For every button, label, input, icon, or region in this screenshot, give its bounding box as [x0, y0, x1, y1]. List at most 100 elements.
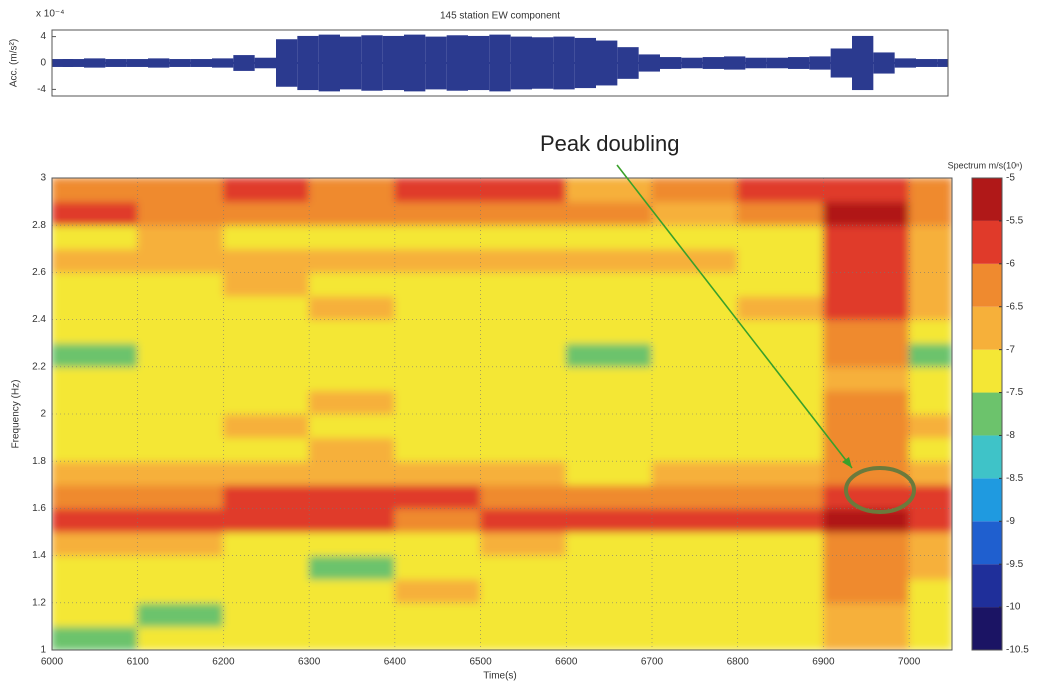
x-axis-label: Time(s) [483, 671, 517, 682]
contour-cell [565, 460, 653, 486]
contour-cell [394, 437, 482, 462]
contour-cell [394, 555, 482, 580]
contour-cell [308, 201, 396, 226]
waveform-panel: 145 station EW component x 10⁻⁴ Acc. (m/… [9, 9, 561, 88]
contour-cell [52, 178, 139, 203]
contour-cell [565, 178, 653, 203]
x-tick-label: 6200 [212, 657, 235, 668]
y-axis-label: Acc. (m/s²) [9, 39, 20, 87]
contour-cell [394, 625, 482, 650]
contour-cell [822, 271, 910, 297]
contour-cell [394, 224, 482, 250]
colorbar-tick-label: -6 [1006, 258, 1015, 269]
colorbar-segment [972, 263, 1002, 307]
contour-cell [137, 389, 224, 415]
contour-cell [737, 437, 824, 462]
contour-cell [651, 484, 739, 509]
contour-cell [480, 437, 567, 462]
colorbar-tick-label: -5 [1006, 173, 1015, 184]
contour-cell [308, 578, 396, 604]
contour-cell [222, 625, 310, 650]
contour-cell [480, 555, 567, 580]
contour-cell [394, 178, 482, 203]
contour-cell [52, 484, 139, 509]
contour-cell [565, 531, 653, 557]
contour-cell [651, 295, 739, 321]
contour-cell [52, 224, 139, 250]
contour-cell [52, 271, 139, 297]
contour-cell [565, 602, 653, 627]
y-tick-label: -4 [37, 84, 46, 95]
contour-cell [651, 248, 739, 273]
contour-cell [908, 437, 952, 462]
contour-cell [52, 366, 139, 391]
colorbar-title: Spectrum m/s(10ⁿ) [948, 160, 1023, 170]
contour-cell [308, 625, 396, 650]
contour-cell [651, 413, 739, 439]
contour-cell [480, 578, 567, 604]
contour-cell [137, 319, 224, 344]
contour-cell [737, 555, 824, 580]
contour-cell [480, 413, 567, 439]
colorbar-tick-label: -8.5 [1006, 473, 1024, 484]
x-tick-label: 6500 [469, 657, 492, 668]
contour-cell [822, 578, 910, 604]
contour-cell [52, 507, 139, 533]
contour-cell [908, 507, 952, 533]
colorbar-tick-label: -10 [1006, 602, 1021, 613]
contour-cell [222, 319, 310, 344]
contour-cell [822, 319, 910, 344]
axes-frame [51, 29, 949, 97]
contour-cell [308, 460, 396, 486]
y-tick-label: 2.8 [32, 220, 46, 231]
contour-cell [222, 271, 310, 297]
y-tick-label: 1 [40, 645, 46, 656]
contour-cell [908, 319, 952, 344]
panel-title: 145 station EW component [440, 11, 560, 22]
contour-cell [394, 389, 482, 415]
y-axis-label: Frequency (Hz) [11, 380, 22, 449]
contour-cell [137, 224, 224, 250]
contour-cell [822, 625, 910, 650]
axes-frame [51, 177, 953, 651]
spectrogram-panel: Time(s) Frequency (Hz) Spectrum m/s(10ⁿ)… [11, 131, 1023, 682]
contour-cell [137, 531, 224, 557]
y-tick-label: 1.2 [32, 597, 46, 608]
contour-cell [480, 201, 567, 226]
colorbar-segment [972, 478, 1002, 522]
colorbar-segment [972, 220, 1002, 264]
contour-cell [137, 578, 224, 604]
contour-cell [908, 555, 952, 580]
contour-cell [52, 531, 139, 557]
colorbar-segment [972, 564, 1002, 608]
x-tick-label: 6400 [384, 657, 407, 668]
contour-cell [822, 460, 910, 486]
contour-cell [222, 295, 310, 321]
colorbar-segment [972, 435, 1002, 479]
contour-cell [822, 342, 910, 368]
contour-cell [480, 602, 567, 627]
y-tick-label: 2.6 [32, 267, 46, 278]
contour-cell [308, 531, 396, 557]
contour-cell [908, 366, 952, 391]
contour-cell [737, 201, 824, 226]
contour-cell [480, 531, 567, 557]
contour-cell [651, 178, 739, 203]
contour-cell [737, 484, 824, 509]
contour-cell [565, 578, 653, 604]
contour-cell [737, 578, 824, 604]
contour-cell [908, 271, 952, 297]
contour-cell [565, 389, 653, 415]
scale-label: x 10⁻⁴ [36, 9, 64, 20]
contour-cell [565, 437, 653, 462]
contour-cell [565, 366, 653, 391]
contour-cell [737, 602, 824, 627]
x-tick-label: 6300 [298, 657, 321, 668]
contour-cell [737, 531, 824, 557]
contour-cell [308, 555, 396, 580]
contour-cell [394, 460, 482, 486]
contour-cell [651, 224, 739, 250]
contour-cell [137, 413, 224, 439]
contour-cell [52, 248, 139, 273]
colorbar-tick-label: -9.5 [1006, 559, 1024, 570]
